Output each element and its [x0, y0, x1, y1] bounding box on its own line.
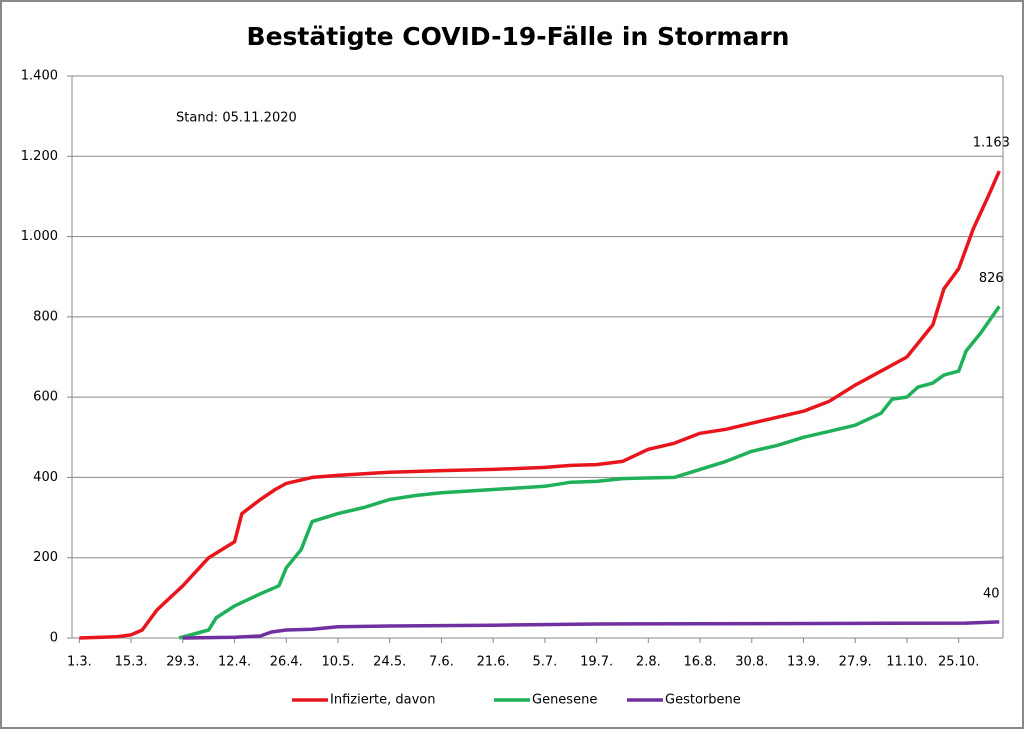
x-tick-label: 12.4.: [218, 655, 251, 670]
series-line: [79, 170, 1001, 640]
y-tick-label: 1.400: [21, 69, 58, 84]
x-tick-label: 24.5.: [373, 655, 406, 670]
x-tick-label: 1.3.: [67, 655, 92, 670]
legend-label: Gestorbene: [665, 693, 741, 708]
x-tick-label: 21.6.: [477, 655, 510, 670]
y-tick-label: 0: [50, 631, 58, 646]
y-tick-label: 400: [33, 470, 58, 485]
y-tick-label: 800: [33, 309, 58, 324]
x-tick-label: 27.9.: [839, 655, 872, 670]
x-tick-label: 15.3.: [115, 655, 148, 670]
y-tick-label: 1.000: [21, 229, 58, 244]
x-tick-label: 26.4.: [270, 655, 303, 670]
legend-label: Genesene: [532, 693, 597, 708]
value-label: 1.163: [973, 136, 1010, 151]
x-tick-label: 16.8.: [684, 655, 717, 670]
y-tick-label: 600: [33, 390, 58, 405]
x-tick-label: 19.7.: [580, 655, 613, 670]
x-tick-label: 2.8.: [636, 655, 661, 670]
x-tick-label: 7.6.: [429, 655, 454, 670]
series-line: [178, 305, 1001, 640]
x-tick-label: 29.3.: [166, 655, 199, 670]
y-tick-label: 200: [33, 550, 58, 565]
series-line: [182, 620, 1000, 640]
value-label: 826: [979, 271, 1004, 286]
x-tick-label: 30.8.: [735, 655, 768, 670]
x-tick-label: 10.5.: [321, 655, 354, 670]
y-tick-label: 1.200: [21, 149, 58, 164]
x-tick-label: 11.10.: [886, 655, 927, 670]
x-tick-label: 5.7.: [532, 655, 557, 670]
legend-label: Infizierte, davon: [330, 693, 436, 708]
value-label: 40: [983, 586, 1000, 601]
x-tick-label: 25.10.: [938, 655, 979, 670]
chart-title: Bestätigte COVID-19-Fälle in Stormarn: [247, 22, 790, 51]
x-tick-label: 13.9.: [787, 655, 820, 670]
annotation: Stand: 05.11.2020: [176, 111, 297, 126]
